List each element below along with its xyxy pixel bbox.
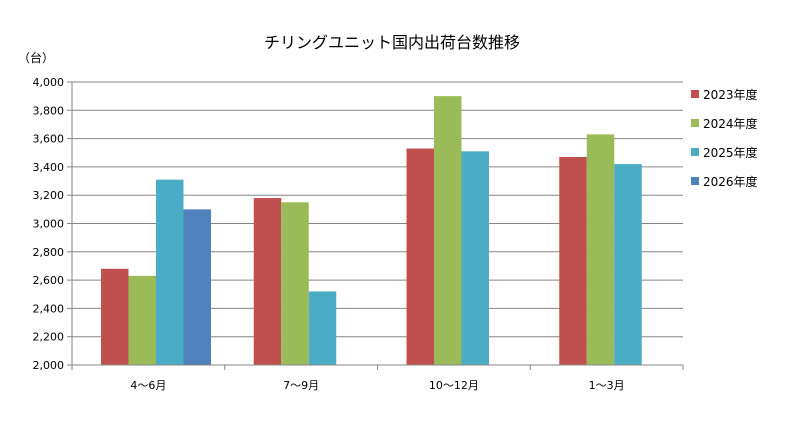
legend-label: 2025年度 [703, 145, 758, 160]
legend-label: 2023年度 [703, 87, 758, 102]
x-tick-label: 10～12月 [429, 379, 479, 392]
y-tick-label: 3,400 [33, 161, 65, 174]
bar-3-2 [308, 291, 337, 365]
bar-2-2 [281, 202, 309, 365]
y-tick-label: 3,800 [33, 104, 65, 117]
y-tick-label: 2,400 [33, 302, 65, 315]
bar-2-3 [434, 96, 462, 366]
y-tick-label: 3,600 [33, 133, 65, 146]
x-tick-labels: 4～6月 7～9月 10～12月 1～3月 [130, 379, 624, 392]
bar-3-3 [461, 151, 489, 365]
legend-swatch [691, 148, 699, 156]
bar-2-1 [128, 275, 156, 365]
legend-label: 2026年度 [703, 174, 758, 189]
y-tick-label: 2,200 [33, 331, 65, 344]
y-tick-labels: 2,000 2,200 2,400 2,600 2,800 3,000 3,200 3,400… [33, 76, 65, 372]
x-tick-label: 7～9月 [283, 379, 319, 392]
bar-4-1 [183, 209, 211, 365]
bar-1-3 [406, 148, 434, 365]
legend: 2023年度 2024年度 2025年度 2026年度 [691, 87, 758, 189]
x-tick-label: 1～3月 [589, 379, 625, 392]
legend-swatch [691, 90, 699, 98]
y-tick-label: 4,000 [33, 76, 65, 89]
y-tick-label: 2,800 [33, 246, 65, 259]
bar-1-2 [253, 198, 282, 365]
y-tick-label: 2,000 [33, 359, 65, 372]
bar-1-4 [559, 156, 587, 365]
legend-label: 2024年度 [703, 116, 758, 131]
y-tick-label: 2,600 [33, 274, 65, 287]
x-tick-label: 4～6月 [130, 379, 166, 392]
legend-swatch [691, 177, 699, 185]
y-tick-label: 3,000 [33, 218, 65, 231]
bar-3-4 [614, 164, 642, 365]
y-axis-unit: （台） [18, 50, 54, 65]
bar-3-1 [156, 179, 184, 365]
bar-1-1 [101, 268, 129, 365]
bars [101, 96, 642, 366]
y-tick-label: 3,200 [33, 189, 65, 202]
legend-swatch [691, 119, 699, 127]
axes [67, 81, 684, 370]
bar-2-4 [586, 134, 615, 365]
chart-title: チリングユニット国内出荷台数推移 [264, 33, 520, 52]
